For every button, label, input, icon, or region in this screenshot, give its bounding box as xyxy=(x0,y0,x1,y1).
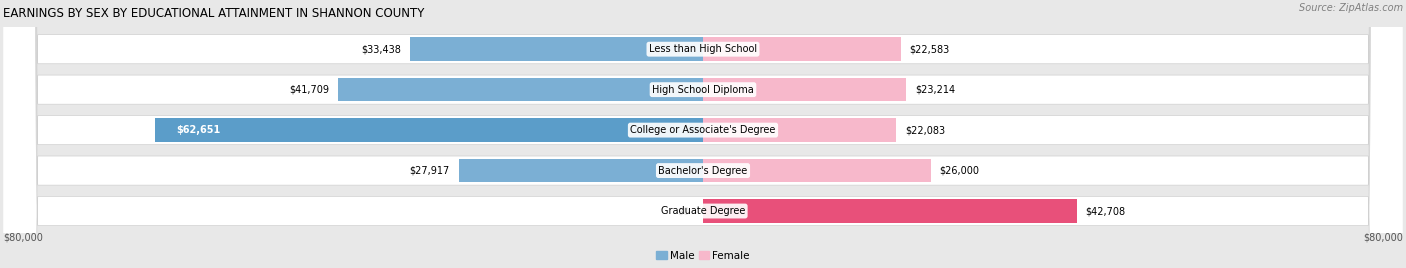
Text: Bachelor's Degree: Bachelor's Degree xyxy=(658,166,748,176)
FancyBboxPatch shape xyxy=(3,0,1403,268)
Text: High School Diploma: High School Diploma xyxy=(652,85,754,95)
Text: $23,214: $23,214 xyxy=(915,85,955,95)
Text: Source: ZipAtlas.com: Source: ZipAtlas.com xyxy=(1299,3,1403,13)
Text: $80,000: $80,000 xyxy=(3,232,42,242)
FancyBboxPatch shape xyxy=(3,0,1403,268)
Bar xyxy=(703,38,901,61)
Bar xyxy=(337,78,703,101)
Text: $80,000: $80,000 xyxy=(1364,232,1403,242)
Text: $62,651: $62,651 xyxy=(177,125,221,135)
Text: $41,709: $41,709 xyxy=(290,85,329,95)
Text: EARNINGS BY SEX BY EDUCATIONAL ATTAINMENT IN SHANNON COUNTY: EARNINGS BY SEX BY EDUCATIONAL ATTAINMEN… xyxy=(3,7,425,20)
Text: $22,083: $22,083 xyxy=(905,125,945,135)
Bar xyxy=(703,78,907,101)
Text: $0: $0 xyxy=(678,206,690,216)
Text: $26,000: $26,000 xyxy=(939,166,980,176)
Text: Less than High School: Less than High School xyxy=(650,44,756,54)
Text: College or Associate's Degree: College or Associate's Degree xyxy=(630,125,776,135)
Bar xyxy=(155,118,703,142)
Bar xyxy=(411,38,703,61)
Bar xyxy=(458,159,703,182)
Legend: Male, Female: Male, Female xyxy=(652,247,754,265)
FancyBboxPatch shape xyxy=(3,0,1403,268)
FancyBboxPatch shape xyxy=(3,0,1403,268)
FancyBboxPatch shape xyxy=(3,0,1403,268)
Bar xyxy=(703,159,931,182)
Text: $42,708: $42,708 xyxy=(1085,206,1126,216)
Text: $27,917: $27,917 xyxy=(409,166,450,176)
Text: $33,438: $33,438 xyxy=(361,44,402,54)
Text: $22,583: $22,583 xyxy=(910,44,949,54)
Bar xyxy=(703,199,1077,223)
Text: Graduate Degree: Graduate Degree xyxy=(661,206,745,216)
Bar xyxy=(703,118,896,142)
